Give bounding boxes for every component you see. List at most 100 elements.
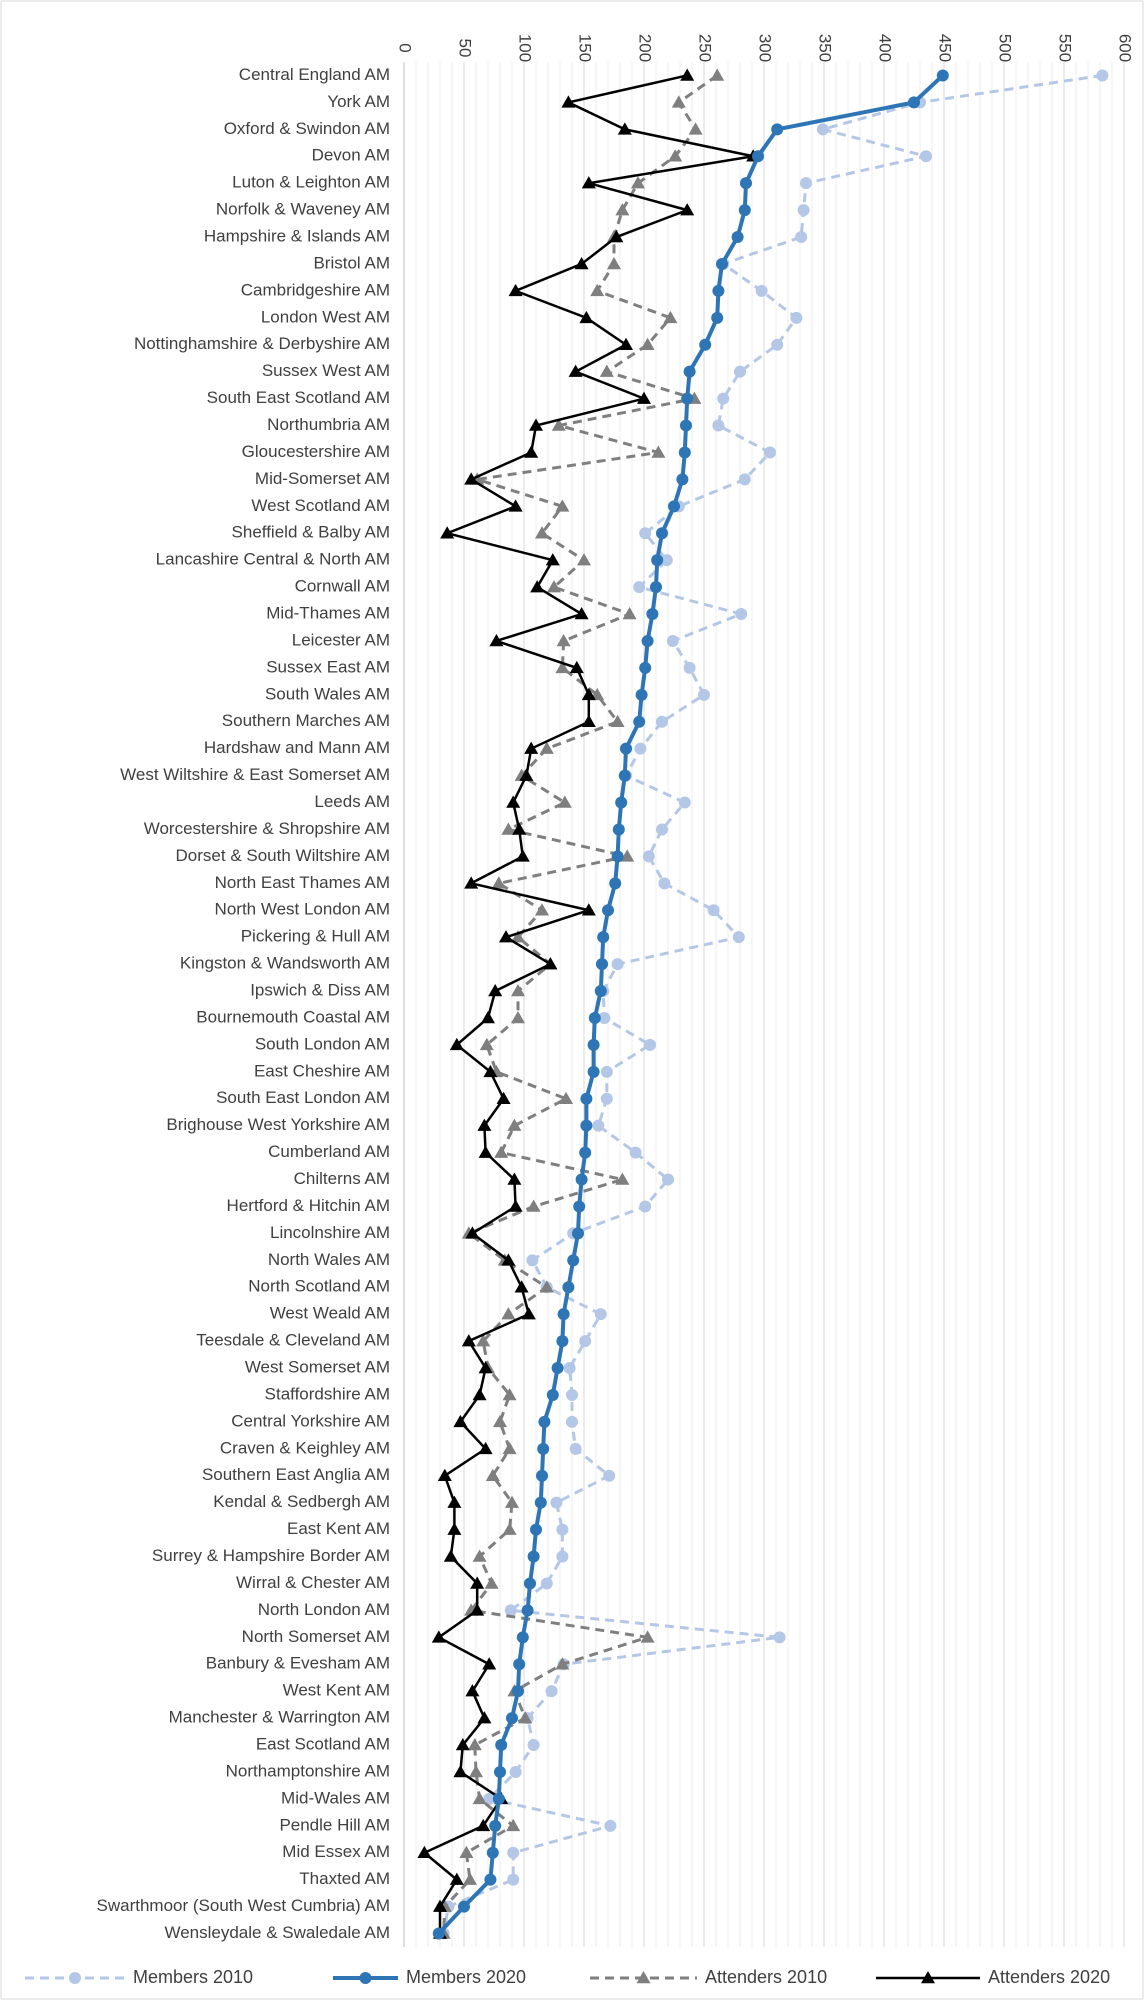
point-marker — [707, 904, 720, 917]
point-marker — [642, 850, 655, 863]
y-tick-label: North East Thames AM — [215, 873, 390, 892]
point-marker — [459, 1845, 474, 1858]
point-marker — [437, 1468, 452, 1481]
y-tick-label: Lincolnshire AM — [270, 1223, 390, 1242]
point-marker — [639, 1200, 652, 1213]
point-marker — [734, 365, 746, 378]
point-marker — [580, 1092, 593, 1105]
point-marker — [513, 1658, 526, 1671]
y-tick-label: Pendle Hill AM — [279, 1815, 390, 1834]
point-marker — [535, 903, 549, 916]
point-marker — [432, 1927, 445, 1940]
series-line — [437, 74, 945, 1935]
y-tick-label: Swarthmoor (South West Cumbria) AM — [97, 1896, 391, 1915]
point-marker — [816, 123, 829, 136]
point-marker — [581, 714, 596, 727]
legend-label: Attenders 2010 — [705, 1967, 827, 1987]
y-tick-label: North London AM — [258, 1600, 390, 1619]
point-marker — [527, 1739, 540, 1752]
point-marker — [470, 1576, 485, 1589]
point-marker — [683, 661, 696, 674]
point-marker — [568, 364, 583, 377]
point-marker — [600, 1065, 613, 1078]
point-marker — [602, 904, 614, 917]
point-marker — [535, 526, 549, 539]
point-marker — [511, 984, 525, 997]
x-tick-label: 200 — [636, 34, 655, 62]
y-tick-label: Wirral & Chester AM — [236, 1573, 390, 1592]
point-marker — [472, 1549, 487, 1562]
point-marker — [668, 149, 683, 162]
point-marker — [572, 1227, 584, 1240]
y-tick-label: Pickering & Hull AM — [241, 927, 390, 946]
point-marker — [609, 877, 622, 890]
point-marker — [633, 715, 646, 728]
point-marker — [656, 823, 668, 836]
point-marker — [607, 256, 621, 270]
point-marker — [538, 1415, 551, 1428]
point-marker — [556, 633, 571, 647]
point-marker — [472, 1387, 487, 1401]
point-marker — [455, 1738, 470, 1751]
y-tick-label: Sussex East AM — [266, 657, 390, 676]
point-marker — [683, 365, 696, 378]
y-tick-label: North West London AM — [215, 900, 390, 919]
y-tick-label: Luton & Leighton AM — [232, 173, 390, 192]
y-tick-label: Dorset & South Wiltshire AM — [176, 846, 390, 865]
y-tick-label: North Scotland AM — [248, 1277, 390, 1296]
point-marker — [486, 1846, 499, 1859]
point-marker — [547, 580, 561, 593]
point-marker — [492, 1792, 505, 1805]
point-marker — [680, 419, 692, 432]
point-marker — [752, 150, 764, 163]
point-marker — [545, 553, 560, 566]
point-marker — [610, 714, 625, 727]
y-tick-label: East Kent AM — [287, 1519, 390, 1538]
point-marker — [577, 553, 591, 566]
point-marker — [579, 1335, 592, 1348]
point-marker — [493, 1414, 507, 1428]
point-marker — [646, 608, 659, 621]
point-marker — [476, 1818, 491, 1832]
point-marker — [484, 1576, 499, 1589]
point-marker — [594, 985, 607, 998]
point-marker — [620, 849, 635, 862]
y-tick-label: North Wales AM — [268, 1250, 390, 1269]
point-marker — [581, 687, 596, 701]
point-marker — [579, 310, 594, 324]
point-marker — [536, 1469, 548, 1482]
x-tick-label: 500 — [996, 34, 1015, 62]
x-tick-label: 350 — [816, 34, 835, 62]
point-marker — [660, 554, 673, 567]
point-marker — [458, 1900, 470, 1913]
y-tick-label: West Scotland AM — [251, 496, 390, 515]
y-tick-label: Lancashire Central & North AM — [156, 550, 390, 569]
point-marker — [581, 903, 596, 916]
point-marker — [678, 446, 691, 459]
y-tick-label: Central England AM — [239, 65, 390, 84]
point-marker — [671, 95, 686, 108]
point-marker — [489, 1819, 502, 1832]
y-tick-label: Leeds AM — [314, 792, 390, 811]
point-marker — [651, 445, 666, 458]
point-marker — [472, 1791, 487, 1805]
point-marker — [501, 822, 516, 835]
point-marker — [496, 1091, 511, 1104]
point-marker — [557, 1308, 570, 1321]
point-marker — [512, 1685, 524, 1698]
y-tick-label: Thaxted AM — [299, 1869, 390, 1888]
point-marker — [527, 1550, 540, 1563]
legend-label: Members 2010 — [133, 1967, 253, 1987]
point-marker — [508, 1199, 523, 1212]
y-tick-label: East Cheshire AM — [254, 1061, 390, 1080]
point-marker — [764, 446, 776, 459]
y-tick-label: West Kent AM — [283, 1681, 390, 1700]
point-marker — [738, 473, 751, 486]
point-marker — [681, 392, 694, 405]
point-marker — [569, 660, 584, 674]
y-tick-label: Sheffield & Balby AM — [232, 523, 390, 542]
point-marker — [488, 984, 503, 997]
point-marker — [620, 742, 632, 755]
point-marker — [511, 1010, 525, 1024]
point-marker — [467, 1738, 482, 1751]
